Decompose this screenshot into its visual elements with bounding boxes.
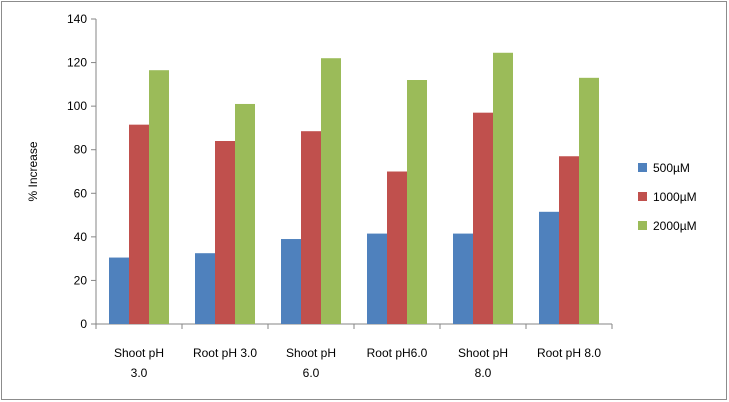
y-tick-label: 0 [80, 317, 87, 331]
x-category-label: Root pH 3.0 [193, 346, 257, 360]
bar [453, 233, 473, 324]
bar [215, 141, 235, 324]
legend-label: 500µM [653, 161, 690, 175]
y-tick-label: 140 [67, 12, 87, 26]
x-category-label: 3.0 [131, 366, 148, 380]
bar [493, 52, 513, 325]
bars [109, 52, 599, 325]
x-category-label: 6.0 [303, 366, 320, 380]
legend-label: 1000µM [653, 190, 697, 204]
y-tick-label: 100 [67, 99, 87, 113]
bar [149, 70, 169, 324]
y-axis-label: % Increase [26, 141, 40, 201]
legend-swatch [638, 163, 647, 172]
legend-swatch [638, 221, 647, 230]
legend: 500µM 1000µM 2000µM [638, 161, 697, 233]
bar [559, 156, 579, 324]
bar [301, 131, 321, 324]
legend-swatch [638, 192, 647, 201]
x-category-labels: Shoot pH 3.0 Root pH 3.0 Shoot pH 6.0 Root pH… [114, 346, 601, 380]
x-category-label: 8.0 [475, 366, 492, 380]
y-tick-label: 40 [74, 230, 88, 244]
y-tick-label: 20 [74, 273, 88, 287]
bar [407, 80, 427, 324]
x-category-label: Shoot pH [458, 346, 508, 360]
x-category-label: Shoot pH [114, 346, 164, 360]
bar [195, 253, 215, 324]
bar [129, 124, 149, 325]
bar [109, 257, 129, 324]
bar [235, 103, 255, 324]
x-category-label: Shoot pH [286, 346, 336, 360]
bar [321, 58, 341, 324]
axes [91, 18, 613, 329]
y-tick-labels: 0 20 40 60 80 100 120 140 [67, 12, 87, 331]
bar [367, 233, 387, 324]
bar [579, 77, 599, 324]
x-category-label: Root pH6.0 [367, 346, 428, 360]
bar [387, 171, 407, 324]
y-tick-label: 60 [74, 186, 88, 200]
bar [539, 211, 559, 324]
legend-label: 2000µM [653, 219, 697, 233]
y-tick-label: 120 [67, 56, 87, 70]
x-category-label: Root pH 8.0 [537, 346, 601, 360]
y-tick-label: 80 [74, 143, 88, 157]
bar [473, 112, 493, 324]
bar [281, 239, 301, 324]
